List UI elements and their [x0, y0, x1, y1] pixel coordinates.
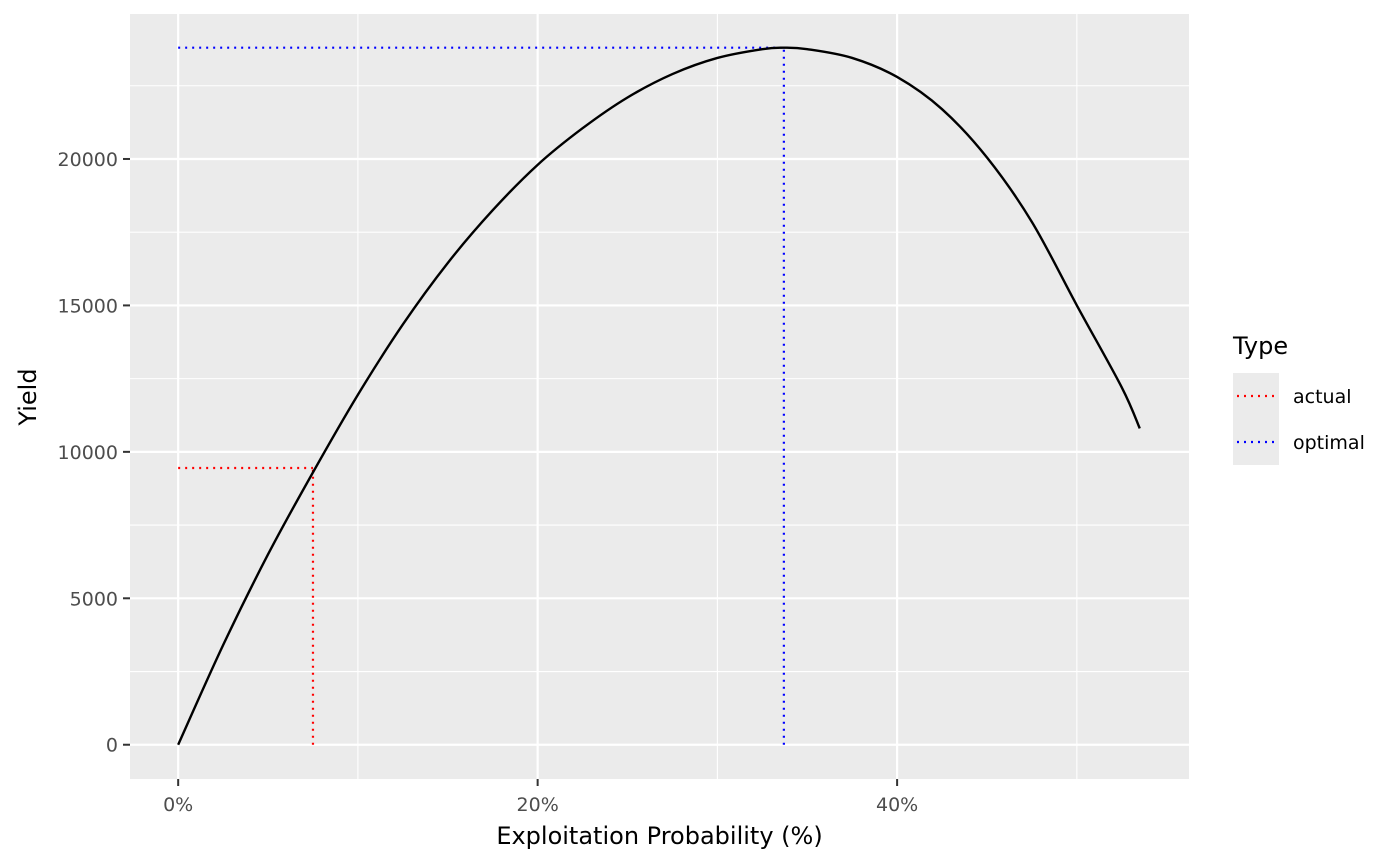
- legend-key-actual: [1233, 373, 1279, 419]
- x-tick-label: 0%: [163, 794, 193, 816]
- legend-label-actual: actual: [1293, 386, 1352, 408]
- y-axis-title: Yield: [14, 368, 42, 426]
- x-axis-title: Exploitation Probability (%): [496, 822, 822, 850]
- y-tick-label: 20000: [58, 149, 118, 171]
- y-tick-label: 10000: [58, 442, 118, 464]
- y-tick-label: 15000: [58, 295, 118, 317]
- x-tick-label: 20%: [517, 794, 559, 816]
- y-tick-label: 5000: [70, 588, 118, 610]
- plot-panel: [130, 14, 1189, 779]
- y-axis: 0 5000 10000 15000 20000: [58, 149, 130, 757]
- legend-key-optimal: [1233, 419, 1279, 465]
- legend-label-optimal: optimal: [1293, 432, 1365, 454]
- grid-major: [130, 14, 1189, 779]
- yield-curve: [177, 46, 1141, 746]
- legend-title: Type: [1232, 332, 1288, 360]
- legend: Type actual optimal: [1232, 332, 1365, 465]
- y-tick-label: 0: [106, 735, 118, 757]
- x-tick-label: 40%: [876, 794, 918, 816]
- x-axis: 0% 20% 40%: [163, 779, 918, 816]
- reference-lines: [178, 46, 785, 745]
